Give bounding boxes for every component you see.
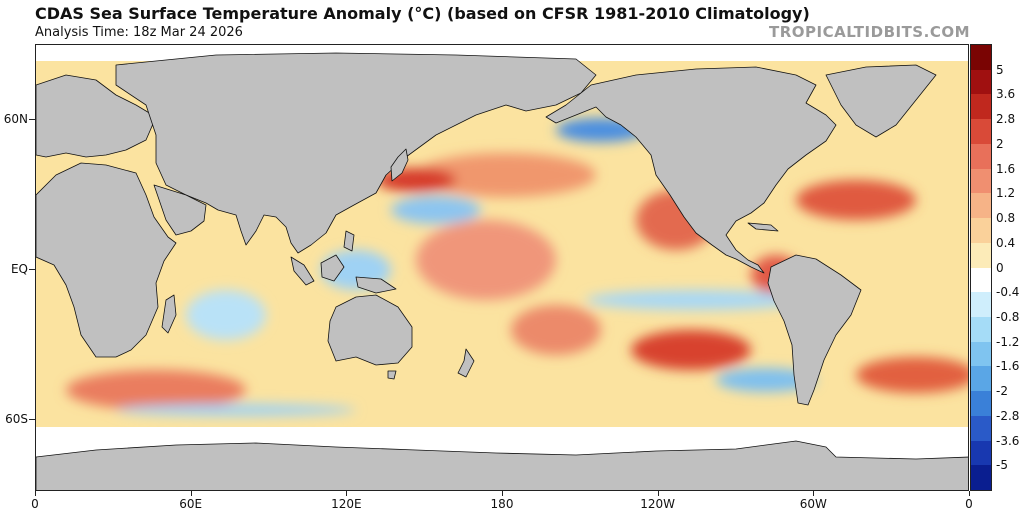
- brand-watermark: TROPICALTIDBITS.COM: [769, 23, 970, 41]
- colorbar-label: -0.8: [996, 309, 1020, 324]
- colorbar-segment: [971, 119, 991, 145]
- colorbar-label: 3.6: [996, 87, 1016, 102]
- land-japan: [390, 148, 409, 182]
- colorbar-label: -3.6: [996, 433, 1020, 448]
- colorbar-label: -5: [996, 458, 1008, 473]
- land-philippines: [343, 230, 355, 252]
- lon-tick: [969, 491, 970, 496]
- colorbar-segment: [971, 391, 991, 417]
- colorbar-label: 1.2: [996, 186, 1016, 201]
- colorbar-segment: [971, 341, 991, 367]
- lon-tick: [35, 491, 36, 496]
- colorbar-label: -1.6: [996, 359, 1020, 374]
- colorbar-segment: [971, 366, 991, 392]
- lon-label: 0: [31, 497, 39, 511]
- colorbar: [970, 44, 992, 491]
- land-madagascar: [161, 294, 177, 334]
- land: [36, 52, 968, 490]
- colorbar-segment: [971, 218, 991, 244]
- colorbar-label: 2: [996, 136, 1004, 151]
- land-caribbean: [747, 222, 779, 232]
- land-antarctica: [36, 440, 968, 490]
- land-africa: [36, 162, 177, 358]
- colorbar-label: 5: [996, 62, 1004, 77]
- colorbar-segment: [971, 440, 991, 466]
- chart-title: CDAS Sea Surface Temperature Anomaly (°C…: [35, 4, 810, 23]
- lon-label: 180: [490, 497, 514, 511]
- lon-label: 0: [965, 497, 973, 511]
- lat-label: 60S: [5, 412, 28, 426]
- land-greenland: [825, 64, 937, 138]
- colorbar-segment: [971, 267, 991, 293]
- colorbar-segment: [971, 94, 991, 120]
- lon-label: 60W: [799, 497, 827, 511]
- lat-label: 60N: [3, 112, 28, 126]
- sst-anomaly-map: [35, 44, 969, 491]
- colorbar-label: -2.8: [996, 408, 1020, 423]
- land-sumatra: [290, 256, 315, 286]
- lon-tick: [657, 491, 659, 496]
- colorbar-segment: [971, 143, 991, 170]
- lon-label: 60E: [179, 497, 203, 511]
- land-north-america: [545, 66, 837, 274]
- land-tasmania: [387, 370, 397, 380]
- colorbar-label: -1.2: [996, 334, 1020, 349]
- colorbar-segment: [971, 316, 991, 343]
- lon-tick: [813, 491, 815, 496]
- land-new-zealand: [457, 348, 475, 378]
- colorbar-segment: [971, 45, 991, 71]
- land-arabia: [153, 184, 207, 236]
- land-borneo: [320, 254, 345, 282]
- lon-label: 120W: [640, 497, 676, 511]
- lat-label: EQ: [10, 262, 28, 276]
- lat-tick: [29, 419, 35, 420]
- colorbar-label: 0.4: [996, 235, 1016, 250]
- colorbar-label: 0: [996, 260, 1004, 275]
- colorbar-segment: [971, 168, 991, 194]
- lon-label: 120E: [331, 497, 362, 511]
- colorbar-segment: [971, 415, 991, 442]
- colorbar-segment: [971, 242, 991, 268]
- colorbar-label: 1.6: [996, 161, 1016, 176]
- colorbar-label: -2: [996, 384, 1008, 399]
- lat-tick: [29, 119, 35, 120]
- land-australia: [327, 294, 413, 366]
- colorbar-segment: [971, 465, 991, 491]
- colorbar-label: 2.8: [996, 112, 1016, 127]
- colorbar-segment: [971, 193, 991, 219]
- colorbar-segment: [971, 292, 991, 318]
- analysis-time: Analysis Time: 18z Mar 24 2026: [35, 25, 243, 40]
- colorbar-label: 0.8: [996, 211, 1016, 226]
- colorbar-label: -0.4: [996, 285, 1020, 300]
- lon-tick: [346, 491, 348, 496]
- land-europe: [36, 74, 157, 158]
- colorbar-segment: [971, 69, 991, 95]
- lon-tick: [502, 491, 503, 496]
- land-new-guinea: [355, 276, 397, 294]
- land-south-america: [767, 254, 862, 406]
- lon-tick: [190, 491, 192, 496]
- lat-tick: [29, 269, 35, 270]
